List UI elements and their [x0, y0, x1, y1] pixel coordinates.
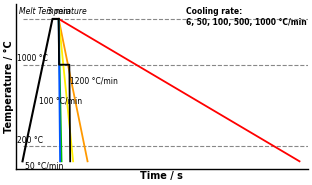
Y-axis label: Temperature / °C: Temperature / °C: [4, 41, 14, 133]
Text: 1000 °C: 1000 °C: [17, 54, 48, 63]
Text: Cooling rate:
6, 50, 100, 500, 1000 °C/min: Cooling rate: 6, 50, 100, 500, 1000 °C/m…: [186, 7, 306, 27]
Text: 50 °C/min: 50 °C/min: [25, 162, 63, 171]
Text: 200 °C: 200 °C: [17, 136, 43, 144]
Text: Melt Temperature: Melt Temperature: [19, 7, 87, 16]
X-axis label: Time / s: Time / s: [140, 171, 183, 181]
Text: 3 min: 3 min: [47, 7, 71, 16]
Text: 1200 °C/min: 1200 °C/min: [71, 77, 118, 86]
Text: 100 °C/min: 100 °C/min: [39, 97, 82, 106]
